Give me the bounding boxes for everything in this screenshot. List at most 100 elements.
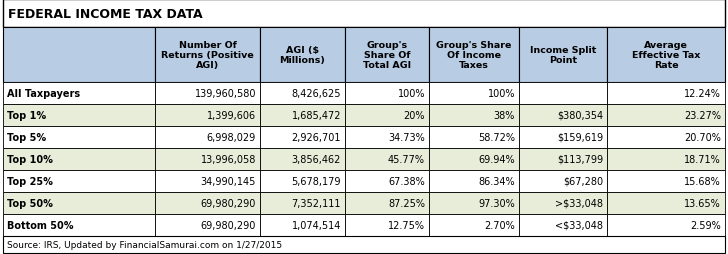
Bar	[3, 28, 155, 83]
Bar	[345, 83, 429, 105]
Text: 58.72%: 58.72%	[478, 133, 515, 142]
Bar	[345, 28, 429, 83]
Text: Top 50%: Top 50%	[7, 198, 53, 208]
Text: $113,799: $113,799	[557, 154, 603, 164]
Text: 5,678,179: 5,678,179	[291, 176, 341, 186]
Bar	[155, 214, 260, 236]
Text: 100%: 100%	[488, 89, 515, 99]
Bar	[260, 105, 345, 126]
Text: 7,352,111: 7,352,111	[291, 198, 341, 208]
Text: FEDERAL INCOME TAX DATA: FEDERAL INCOME TAX DATA	[8, 7, 202, 20]
Bar	[519, 126, 607, 148]
Text: 2,926,701: 2,926,701	[291, 133, 341, 142]
Text: 139,960,580: 139,960,580	[194, 89, 256, 99]
Text: 3,856,462: 3,856,462	[292, 154, 341, 164]
Bar	[607, 28, 725, 83]
Bar	[155, 28, 260, 83]
Bar	[607, 214, 725, 236]
Bar	[3, 83, 155, 105]
Text: 1,685,472: 1,685,472	[291, 110, 341, 121]
Text: $380,354: $380,354	[557, 110, 603, 121]
Text: 13.65%: 13.65%	[684, 198, 721, 208]
Bar	[607, 105, 725, 126]
Bar	[155, 83, 260, 105]
Text: Top 5%: Top 5%	[7, 133, 46, 142]
Text: 13,996,058: 13,996,058	[201, 154, 256, 164]
Text: 100%: 100%	[397, 89, 425, 99]
Text: >$33,048: >$33,048	[555, 198, 603, 208]
Bar	[3, 192, 155, 214]
Bar	[260, 28, 345, 83]
Text: 1,399,606: 1,399,606	[207, 110, 256, 121]
Bar	[519, 105, 607, 126]
Bar	[155, 148, 260, 170]
Bar	[155, 126, 260, 148]
Text: Group's Share
Of Income
Taxes: Group's Share Of Income Taxes	[436, 40, 512, 70]
Bar	[429, 105, 519, 126]
Bar	[3, 148, 155, 170]
Text: 67.38%: 67.38%	[388, 176, 425, 186]
Text: 23.27%: 23.27%	[684, 110, 721, 121]
Text: 69,980,290: 69,980,290	[201, 220, 256, 230]
Text: Bottom 50%: Bottom 50%	[7, 220, 74, 230]
Text: Top 25%: Top 25%	[7, 176, 53, 186]
Bar	[607, 83, 725, 105]
Bar	[345, 148, 429, 170]
Text: $159,619: $159,619	[557, 133, 603, 142]
Bar	[429, 214, 519, 236]
Bar	[607, 170, 725, 192]
Bar	[260, 126, 345, 148]
Text: $67,280: $67,280	[563, 176, 603, 186]
Text: 69,980,290: 69,980,290	[201, 198, 256, 208]
Bar	[260, 148, 345, 170]
Text: 8,426,625: 8,426,625	[291, 89, 341, 99]
Bar	[3, 214, 155, 236]
Text: 12.24%: 12.24%	[684, 89, 721, 99]
Text: 34.73%: 34.73%	[388, 133, 425, 142]
Bar	[3, 236, 725, 253]
Bar	[429, 170, 519, 192]
Bar	[3, 170, 155, 192]
Text: Group's
Share Of
Total AGI: Group's Share Of Total AGI	[363, 40, 411, 70]
Bar	[519, 192, 607, 214]
Text: 87.25%: 87.25%	[388, 198, 425, 208]
Bar	[3, 0, 725, 28]
Bar	[429, 192, 519, 214]
Text: <$33,048: <$33,048	[555, 220, 603, 230]
Bar	[345, 105, 429, 126]
Text: Source: IRS, Updated by FinancialSamurai.com on 1/27/2015: Source: IRS, Updated by FinancialSamurai…	[7, 240, 282, 249]
Bar	[429, 126, 519, 148]
Bar	[345, 214, 429, 236]
Bar	[519, 148, 607, 170]
Bar	[519, 83, 607, 105]
Bar	[429, 83, 519, 105]
Bar	[607, 126, 725, 148]
Text: All Taxpayers: All Taxpayers	[7, 89, 80, 99]
Bar	[155, 105, 260, 126]
Bar	[429, 148, 519, 170]
Text: 12.75%: 12.75%	[388, 220, 425, 230]
Text: 45.77%: 45.77%	[388, 154, 425, 164]
Bar	[260, 192, 345, 214]
Bar	[607, 192, 725, 214]
Text: 86.34%: 86.34%	[478, 176, 515, 186]
Text: 2.59%: 2.59%	[690, 220, 721, 230]
Text: 69.94%: 69.94%	[478, 154, 515, 164]
Bar	[260, 83, 345, 105]
Text: 15.68%: 15.68%	[684, 176, 721, 186]
Bar	[345, 170, 429, 192]
Text: Average
Effective Tax
Rate: Average Effective Tax Rate	[632, 40, 700, 70]
Text: 1,074,514: 1,074,514	[292, 220, 341, 230]
Bar	[345, 192, 429, 214]
Text: 38%: 38%	[494, 110, 515, 121]
Text: Top 10%: Top 10%	[7, 154, 53, 164]
Bar	[155, 170, 260, 192]
Bar	[345, 126, 429, 148]
Text: Top 1%: Top 1%	[7, 110, 46, 121]
Text: 34,990,145: 34,990,145	[201, 176, 256, 186]
Text: 20%: 20%	[403, 110, 425, 121]
Bar	[519, 214, 607, 236]
Text: 97.30%: 97.30%	[478, 198, 515, 208]
Bar	[519, 170, 607, 192]
Text: 18.71%: 18.71%	[684, 154, 721, 164]
